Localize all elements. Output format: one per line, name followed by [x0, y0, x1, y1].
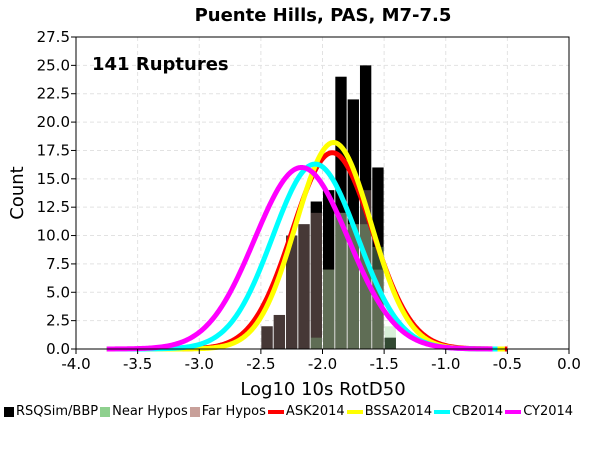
legend-swatch	[100, 406, 111, 417]
legend-label: BSSA2014	[364, 404, 433, 419]
x-tick-label: -0.5	[493, 355, 522, 373]
bar-far-hypos	[273, 314, 286, 349]
legend-label: Far Hypos	[201, 404, 266, 419]
x-tick-label: -4.0	[61, 355, 90, 373]
legend-item-ask2014: ASK2014	[267, 404, 345, 419]
y-axis-label: Count	[7, 166, 28, 219]
y-tick-label: 12.5	[37, 198, 70, 216]
bar-near-hypos	[347, 224, 359, 349]
bar-rsqsim	[335, 76, 347, 349]
x-tick-label: 0.0	[557, 355, 581, 373]
chart-title: Puente Hills, PAS, M7-7.5	[195, 5, 452, 26]
legend-label: Near Hypos	[112, 404, 188, 419]
bar-far-hypos	[335, 212, 347, 349]
legend-item-far-hypos: Far Hypos	[189, 404, 266, 419]
bar-far-hypos	[310, 212, 322, 349]
legend-label: RSQSim/BBP	[16, 404, 99, 419]
bar-far-hypos	[286, 235, 298, 349]
legend: RSQSim/BBP Near Hypos Far Hypos ASK2014 BSSA…	[4, 404, 596, 419]
y-tick-label: 17.5	[37, 141, 70, 159]
y-tick-label: 10.0	[37, 227, 70, 245]
legend-label: CY2014	[523, 404, 574, 419]
bar-rsqsim	[372, 167, 384, 349]
x-tick-label: -2.5	[246, 355, 275, 373]
bar-rsqsim	[286, 235, 298, 349]
legend-swatch	[189, 406, 200, 417]
bar-far-hypos	[372, 269, 384, 349]
legend-item-bssa2014: BSSA2014	[346, 404, 433, 419]
bar-far-hypos	[298, 224, 310, 349]
x-ticks: -4.0 -3.5 -3.0 -2.5 -2.0 -1.5 -1.0 -0.5 0.0	[61, 349, 581, 373]
bar-near-hypos	[323, 269, 335, 349]
legend-swatch	[434, 409, 451, 414]
bar-near-hypos	[335, 212, 347, 349]
bar-far-hypos	[359, 190, 372, 349]
bar-far-hypos	[323, 269, 335, 349]
bar-rsqsim	[273, 314, 286, 349]
x-axis-label: Log10 10s RotD50	[240, 379, 405, 400]
bar-near-hypos	[359, 224, 372, 349]
x-tick-label: -1.5	[369, 355, 398, 373]
bar-rsqsim	[298, 224, 310, 349]
grid	[75, 36, 570, 350]
legend-label: ASK2014	[285, 404, 345, 419]
y-tick-label: 15.0	[37, 170, 70, 188]
legend-label: CB2014	[452, 404, 504, 419]
legend-swatch	[505, 409, 522, 414]
y-tick-label: 27.5	[37, 28, 70, 46]
y-tick-label: 5.0	[46, 283, 70, 301]
legend-swatch	[346, 409, 363, 414]
x-tick-label: -2.0	[308, 355, 337, 373]
legend-swatch	[267, 409, 284, 414]
bar-rsqsim	[323, 190, 335, 349]
y-tick-label: 20.0	[37, 113, 70, 131]
legend-item-cy2014: CY2014	[505, 404, 573, 419]
legend-item-rsqsim-bbp: RSQSim/BBP	[4, 404, 98, 419]
y-tick-label: 2.5	[46, 312, 70, 330]
y-tick-label: 0.0	[46, 340, 70, 358]
bar-rsqsim	[261, 326, 273, 349]
legend-item-cb2014: CB2014	[434, 404, 503, 419]
bar-rsqsim	[310, 201, 322, 349]
curve-cy2014	[105, 164, 494, 352]
legend-item-near-hypos: Near Hypos	[100, 404, 188, 419]
x-tick-label: -3.0	[185, 355, 214, 373]
legend-swatch	[4, 406, 14, 417]
bar-rsqsim	[384, 337, 396, 349]
ruptures-annotation: 141 Ruptures	[92, 54, 229, 75]
y-tick-label: 25.0	[37, 56, 70, 74]
bar-near-hypos	[384, 326, 396, 349]
bar-far-hypos	[261, 326, 273, 349]
y-ticks: 0.0 2.5 5.0 7.5 10.0 12.5 15.0 17.5 20.0 22.5 25.0…	[37, 28, 76, 358]
y-tick-label: 7.5	[46, 255, 70, 273]
bar-far-hypos	[347, 224, 359, 349]
y-tick-label: 22.5	[37, 85, 70, 103]
x-tick-label: -1.0	[431, 355, 460, 373]
bar-near-hypos	[310, 337, 322, 349]
x-tick-label: -3.5	[123, 355, 152, 373]
